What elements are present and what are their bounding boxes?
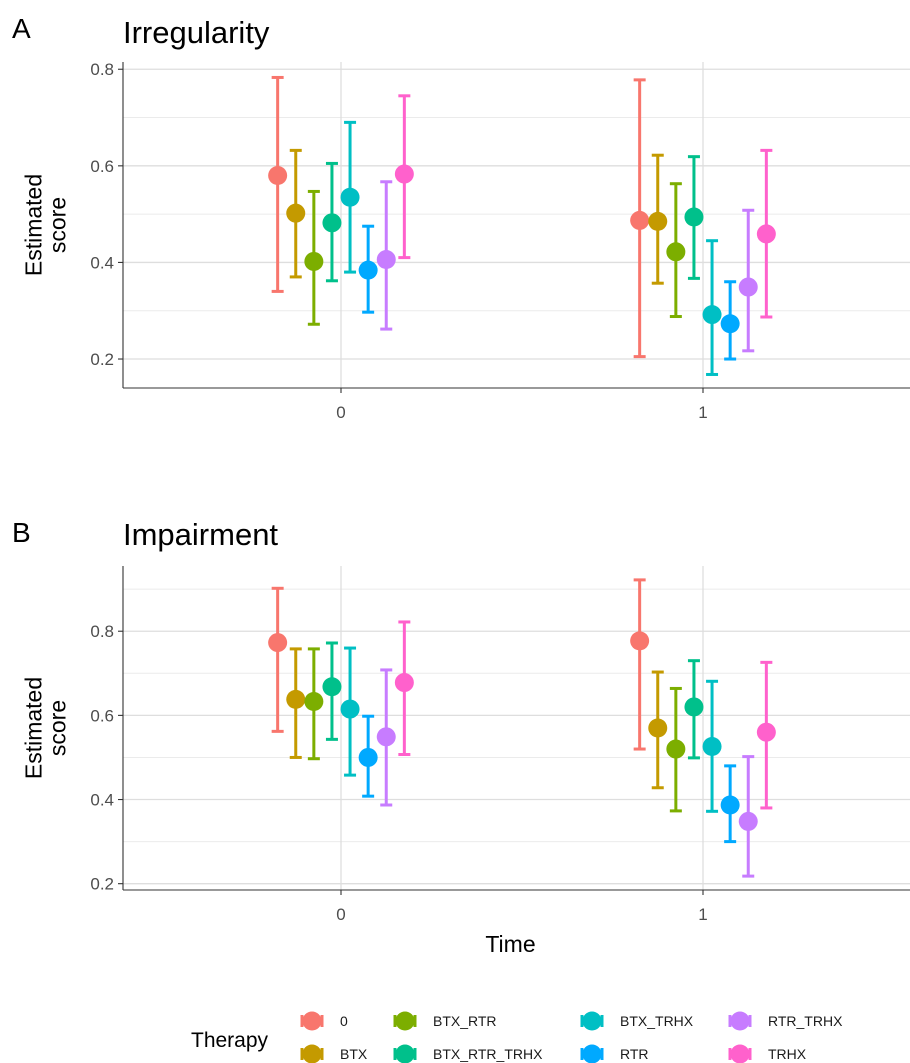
series-btx-rtr-trhx-t0-point bbox=[322, 677, 342, 697]
series-rtr-trhx-t0-point bbox=[376, 727, 396, 747]
y-tick-label: 0.8 bbox=[90, 622, 114, 641]
series-btx-t0-point bbox=[286, 203, 306, 223]
series-btx-rtr-t1-point bbox=[666, 242, 686, 262]
legend-item-btx-key-point bbox=[302, 1044, 322, 1063]
series-0-t1-point bbox=[630, 631, 650, 651]
series-btx-rtr-trhx-t0-point bbox=[322, 213, 342, 233]
panel-impairment: 0.2 0.4 0.6 0.8 0 1 B Impairment Estimatedscore T… bbox=[12, 517, 910, 957]
series-rtr-t0-point bbox=[358, 260, 378, 280]
y-axis-title: Estimatedscore bbox=[21, 677, 71, 779]
legend-item-btx-trhx-key-point bbox=[582, 1011, 602, 1031]
series-btx-trhx-t0-point bbox=[340, 187, 360, 207]
legend-item-rtr-trhx-label: RTR_TRHX bbox=[768, 1013, 843, 1029]
panel-irregularity: 0.2 0.4 0.6 0.8 0 1 A Irregularity Estimatedscor… bbox=[12, 13, 910, 422]
x-tick-label: 1 bbox=[698, 403, 707, 422]
series-btx-trhx-t1-point bbox=[702, 737, 722, 757]
legend-item-btx-rtr-trhx-key-point bbox=[395, 1044, 415, 1063]
series-btx-trhx-t0-point bbox=[340, 699, 360, 719]
panel-label: B bbox=[12, 517, 31, 548]
legend-item-trhx-label: TRHX bbox=[768, 1046, 807, 1062]
series-0-t1-point bbox=[630, 210, 650, 230]
y-axis-title: Estimatedscore bbox=[21, 174, 71, 276]
series-btx-trhx-t1-point bbox=[702, 305, 722, 325]
y-tick-label: 0.4 bbox=[90, 791, 114, 810]
series-trhx-t1-point bbox=[756, 722, 776, 742]
legend-item-rtr-label: RTR bbox=[620, 1046, 649, 1062]
y-tick-label: 0.6 bbox=[90, 157, 114, 176]
series-btx-t1-point bbox=[648, 211, 668, 231]
series-rtr-trhx-t0-point bbox=[376, 250, 396, 270]
series-trhx-t1-point bbox=[756, 224, 776, 244]
legend-item-0-key-point bbox=[302, 1011, 322, 1031]
legend-item-0-label: 0 bbox=[340, 1013, 348, 1029]
series-0-t0-point bbox=[268, 633, 288, 653]
y-tick-label: 0.8 bbox=[90, 60, 114, 79]
series-rtr-trhx-t1-point bbox=[738, 811, 758, 831]
y-tick-label: 0.2 bbox=[90, 875, 114, 894]
legend-item-btx-rtr-key-point bbox=[395, 1011, 415, 1031]
series-rtr-t1-point bbox=[720, 795, 740, 815]
series-btx-t1-point bbox=[648, 718, 668, 738]
legend-item-rtr-key-point bbox=[582, 1044, 602, 1063]
series-btx-rtr-t1-point bbox=[666, 739, 686, 759]
series-btx-t0-point bbox=[286, 689, 306, 709]
series-trhx-t0-point bbox=[394, 164, 414, 184]
x-axis-title: Time bbox=[485, 931, 535, 957]
x-tick-label: 0 bbox=[336, 905, 345, 924]
x-tick-label: 1 bbox=[698, 905, 707, 924]
series-btx-rtr-t0-point bbox=[304, 251, 324, 271]
legend-item-btx-label: BTX bbox=[340, 1046, 368, 1062]
panel-title: Impairment bbox=[123, 517, 278, 552]
x-tick-label: 0 bbox=[336, 403, 345, 422]
panel-title: Irregularity bbox=[123, 15, 270, 50]
legend-title: Therapy bbox=[191, 1029, 269, 1052]
legend-item-btx-rtr-label: BTX_RTR bbox=[433, 1013, 497, 1029]
series-trhx-t0-point bbox=[394, 673, 414, 693]
series-rtr-t0-point bbox=[358, 747, 378, 767]
series-btx-rtr-trhx-t1-point bbox=[684, 207, 704, 227]
series-0-t0-point bbox=[268, 165, 288, 185]
legend-item-rtr-trhx-key-point bbox=[730, 1011, 750, 1031]
series-rtr-trhx-t1-point bbox=[738, 277, 758, 297]
y-tick-label: 0.2 bbox=[90, 350, 114, 369]
series-btx-rtr-trhx-t1-point bbox=[684, 697, 704, 717]
legend-item-trhx-key-point bbox=[730, 1044, 750, 1063]
y-tick-label: 0.4 bbox=[90, 253, 114, 272]
y-tick-label: 0.6 bbox=[90, 706, 114, 725]
series-btx-rtr-t0-point bbox=[304, 691, 324, 711]
legend-item-btx-trhx-label: BTX_TRHX bbox=[620, 1013, 694, 1029]
series-rtr-t1-point bbox=[720, 314, 740, 334]
legend-item-btx-rtr-trhx-label: BTX_RTR_TRHX bbox=[433, 1046, 543, 1062]
panel-label: A bbox=[12, 13, 31, 44]
legend: Therapy 0 BTX BTX_RTR BTX_RTR_TRHX BTX_TRHX RT… bbox=[191, 1011, 843, 1063]
